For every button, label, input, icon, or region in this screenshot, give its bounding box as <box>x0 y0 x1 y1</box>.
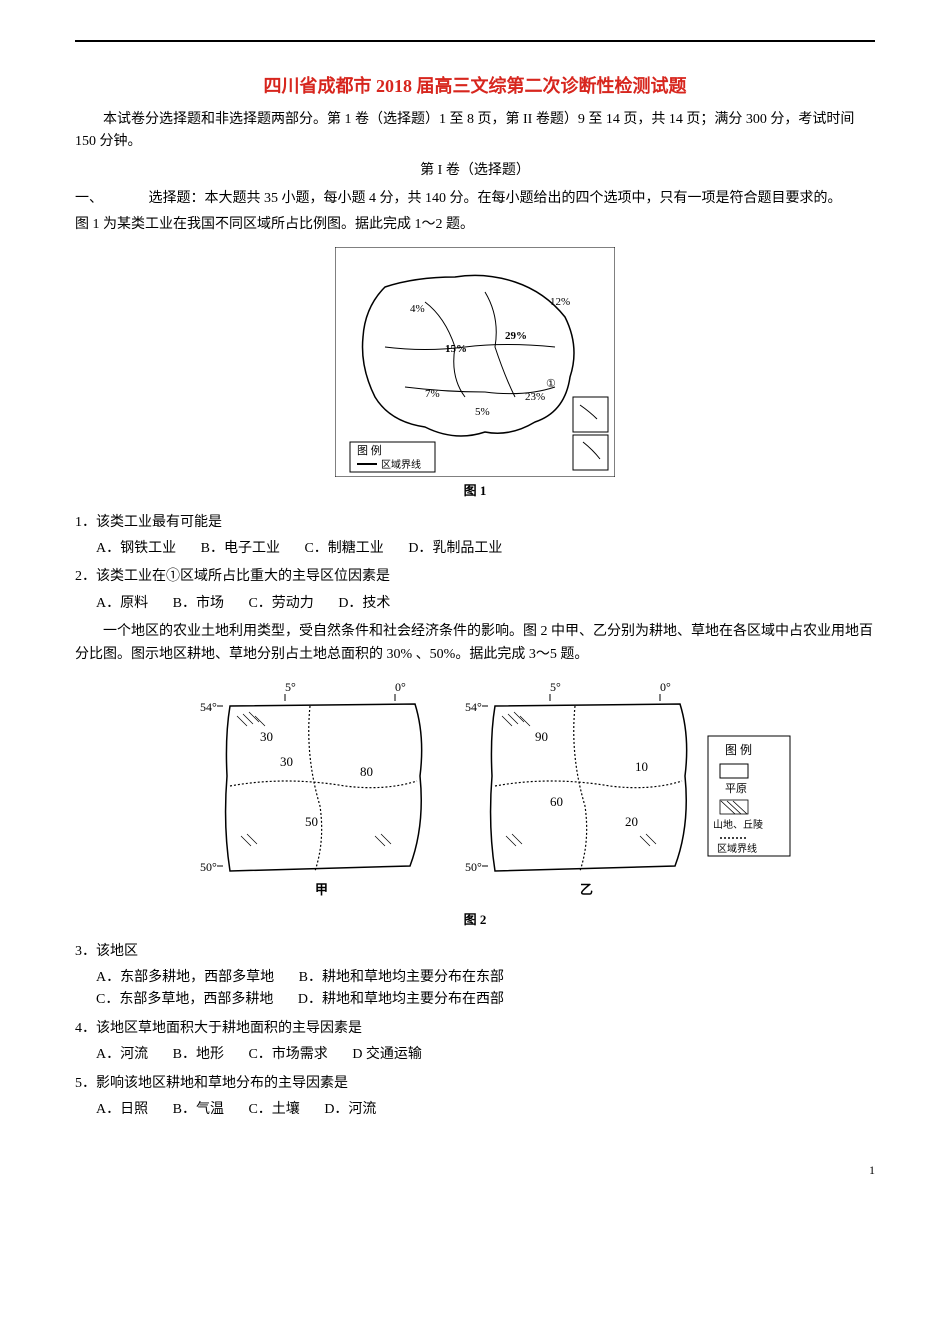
question-2: 2．该类工业在①区域所占比重大的主导区位因素是 <box>75 566 875 588</box>
page-container: 四川省成都市 2018 届高三文综第二次诊断性检测试题 本试卷分选择题和非选择题… <box>5 0 945 1221</box>
question-2-options: A．原料 B．市场 C．劳动力 D．技术 <box>75 593 875 615</box>
legend-item-plain: 平原 <box>725 783 747 795</box>
val: 30 <box>260 729 273 744</box>
stem-1: 图 1 为某类工业在我国不同区域所占比例图。据此完成 1～2 题。 <box>75 214 875 236</box>
lat-label: 50° <box>200 860 217 874</box>
q2-opt-d: D．技术 <box>338 596 390 611</box>
q4-opt-d: D 交通运输 <box>352 1047 422 1062</box>
pct-label: 23% <box>525 391 545 403</box>
pct-label: 7% <box>425 388 440 400</box>
q5-opt-a: A．日照 <box>96 1102 148 1117</box>
question-5-options: A．日照 B．气温 C．土壤 D．河流 <box>75 1099 875 1121</box>
map-right: 54° 50° 5° 0° 90 10 60 <box>465 680 687 897</box>
pct-label: 12% <box>550 296 570 308</box>
q1-opt-a: A．钢铁工业 <box>96 541 176 556</box>
lon-label: 5° <box>550 680 561 694</box>
lon-label: 0° <box>660 680 671 694</box>
val: 20 <box>625 814 638 829</box>
question-3: 3．该地区 <box>75 941 875 963</box>
lat-label: 50° <box>465 860 482 874</box>
section-one-text: 选择题：本大题共 35 小题，每小题 4 分，共 140 分。在每小题给出的四个… <box>107 191 842 206</box>
val: 30 <box>280 754 293 769</box>
q5-opt-b: B．气温 <box>173 1102 224 1117</box>
map-left-label: 甲 <box>315 882 328 897</box>
top-rule <box>75 40 875 42</box>
figure-1-caption: 图 1 <box>75 481 875 502</box>
q2-opt-a: A．原料 <box>96 596 148 611</box>
pct-label: 15% <box>445 343 467 355</box>
legend-item-mountain: 山地、丘陵 <box>713 818 763 831</box>
q5-opt-d: D．河流 <box>324 1102 376 1117</box>
legend-title: 图 例 <box>357 443 382 457</box>
val: 90 <box>535 729 548 744</box>
val: 80 <box>360 764 373 779</box>
lat-label: 54° <box>465 700 482 714</box>
q3-opt-b: B．耕地和草地均主要分布在东部 <box>299 970 504 985</box>
part-subtitle: 第 I 卷（选择题） <box>75 160 875 182</box>
figure-1: 4% 12% 29% 15% 7% 5% 23% ① 图 例 区域界线 <box>75 247 875 477</box>
q4-opt-b: B．地形 <box>173 1047 224 1062</box>
figure-2-legend: 图 例 平原 山地、丘陵 区域界线 <box>708 736 790 856</box>
question-1-options: A．钢铁工业 B．电子工业 C．制糖工业 D．乳制品工业 <box>75 538 875 560</box>
q1-opt-c: C．制糖工业 <box>304 541 383 556</box>
q2-opt-b: B．市场 <box>173 596 224 611</box>
q3-opt-a: A．东部多耕地，西部多草地 <box>96 970 274 985</box>
q2-opt-c: C．劳动力 <box>248 596 313 611</box>
legend-title: 图 例 <box>725 743 752 757</box>
lon-label: 0° <box>395 680 406 694</box>
q5-opt-c: C．土壤 <box>248 1102 299 1117</box>
question-5: 5．影响该地区耕地和草地分布的主导因素是 <box>75 1073 875 1095</box>
legend-item-boundary: 区域界线 <box>717 842 757 855</box>
q3-opt-c: C．东部多草地，西部多耕地 <box>96 992 273 1007</box>
q3-opt-d: D．耕地和草地均主要分布在西部 <box>298 992 504 1007</box>
question-1: 1．该类工业最有可能是 <box>75 512 875 534</box>
q4-opt-c: C．市场需求 <box>248 1047 327 1062</box>
question-4: 4．该地区草地面积大于耕地面积的主导因素是 <box>75 1018 875 1040</box>
lat-label: 54° <box>200 700 217 714</box>
q1-opt-d: D．乳制品工业 <box>408 541 502 556</box>
q4-opt-a: A．河流 <box>96 1047 148 1062</box>
document-title: 四川省成都市 2018 届高三文综第二次诊断性检测试题 <box>75 72 875 101</box>
pct-label: 5% <box>475 406 490 418</box>
figure-2: 54° 50° 5° 0° <box>75 676 875 906</box>
dual-map-svg: 54° 50° 5° 0° <box>155 676 795 906</box>
stem-2: 一个地区的农业土地利用类型，受自然条件和社会经济条件的影响。图 2 中甲、乙分别… <box>75 621 875 666</box>
lon-label: 5° <box>285 680 296 694</box>
val: 50 <box>305 814 318 829</box>
val: 10 <box>635 759 648 774</box>
section-one: 一、 选择题：本大题共 35 小题，每小题 4 分，共 140 分。在每小题给出… <box>75 188 875 210</box>
figure-2-caption: 图 2 <box>75 910 875 931</box>
map-right-label: 乙 <box>580 882 593 897</box>
pct-label: 29% <box>505 330 527 342</box>
q1-opt-b: B．电子工业 <box>201 541 280 556</box>
question-3-options: A．东部多耕地，西部多草地 B．耕地和草地均主要分布在东部 C．东部多草地，西部… <box>75 967 875 1012</box>
question-4-options: A．河流 B．地形 C．市场需求 D 交通运输 <box>75 1044 875 1066</box>
section-one-label: 一、 <box>75 191 103 206</box>
pct-label: 4% <box>410 303 425 315</box>
legend-item: 区域界线 <box>381 458 421 471</box>
china-map-svg: 4% 12% 29% 15% 7% 5% 23% ① 图 例 区域界线 <box>335 247 615 477</box>
region-marker: ① <box>546 378 556 390</box>
intro-paragraph: 本试卷分选择题和非选择题两部分。第 1 卷（选择题）1 至 8 页，第 II 卷… <box>75 109 875 154</box>
val: 60 <box>550 794 563 809</box>
map-left: 54° 50° 5° 0° <box>200 680 422 897</box>
page-number: 1 <box>75 1161 875 1180</box>
